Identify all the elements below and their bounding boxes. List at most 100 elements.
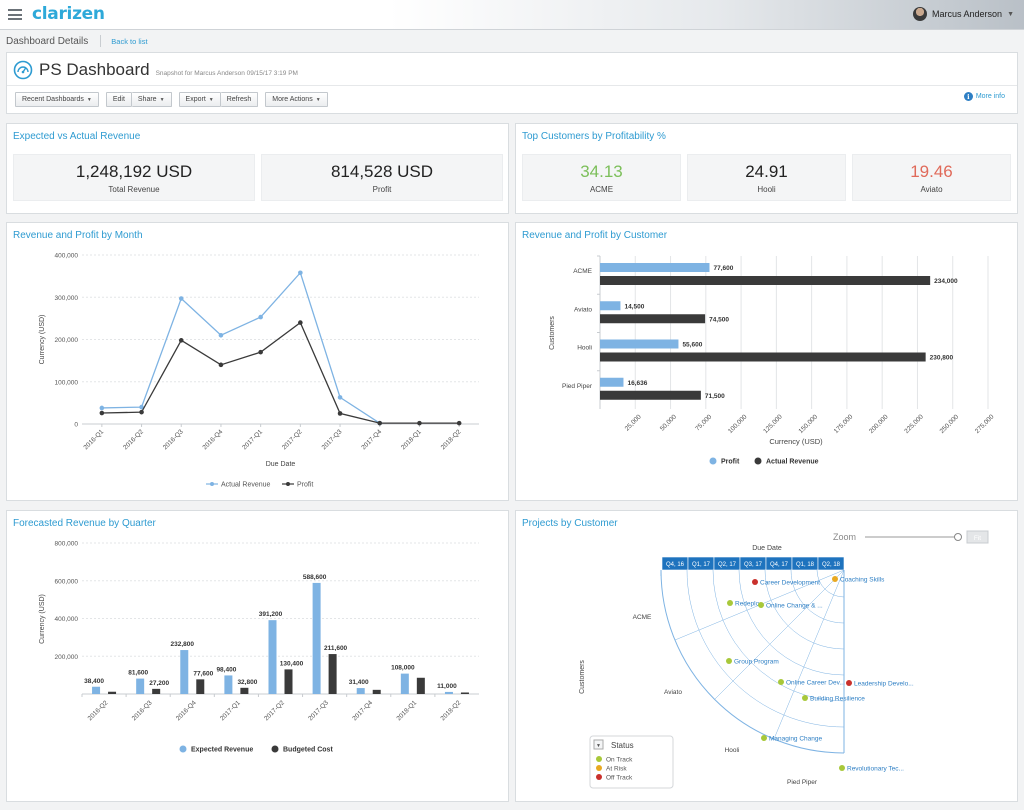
more-actions-button[interactable]: More Actions ▼ [265, 92, 328, 107]
back-to-list-link[interactable]: Back to list [111, 36, 148, 46]
revenue-by-month-chart: 0 100,000 200,000 300,000 400,000 2016-Q1 2016… [39, 253, 479, 489]
bar-profit [600, 377, 624, 387]
data-point [99, 405, 105, 411]
project-marker [761, 735, 767, 741]
kpi-label: Total Revenue [108, 185, 160, 194]
project-marker [802, 695, 808, 701]
legend-marker [286, 482, 290, 486]
project-label[interactable]: Coaching Skills [840, 577, 885, 584]
y-axis-label: Currency (USD) [39, 315, 46, 365]
data-label: 77,600 [193, 670, 213, 677]
project-label[interactable]: Online Career Dev... [786, 680, 845, 687]
zoom-label: Zoom [833, 532, 856, 542]
data-point [258, 314, 263, 320]
kpi-value: 1,248,192 USD [75, 162, 193, 181]
x-tick-label: 2017-Q3 [321, 428, 344, 451]
projects-chart: Zoom Fit Due Date Q4, 16 Q1, 17 Q2, 17 Q3, 17 Q… [579, 530, 989, 789]
data-point [377, 420, 383, 426]
dashboard-header: PS Dashboard Snapshot for Marcus Anderso… [6, 52, 1018, 114]
quarter-label: Q3, 17 [744, 562, 763, 568]
bar-expected-revenue [136, 678, 145, 694]
category-label: Aviato [574, 306, 592, 313]
customer-label: ACME [633, 614, 652, 621]
x-tick-label: 125,000 [762, 413, 784, 435]
data-point [139, 409, 144, 415]
x-tick-label: 150,000 [797, 413, 819, 435]
project-marker [758, 602, 764, 608]
top-bar: clarizen Marcus Anderson ▼ [0, 0, 1024, 30]
x-tick-label: 50,000 [659, 413, 678, 432]
customers-kpi-panel: Top Customers by Profitability % 34.13 A… [515, 123, 1018, 214]
data-label: 71,500 [705, 393, 725, 400]
bar-actual-revenue [600, 276, 931, 285]
kpi-value: 34.13 [580, 162, 623, 181]
kpi-label: Aviato [920, 185, 943, 194]
project-label[interactable]: Revolutionary Tec... [847, 766, 904, 773]
zoom-slider-handle[interactable] [954, 533, 962, 541]
x-tick-label: 2017-Q4 [351, 699, 374, 722]
quarter-label: Q2, 18 [822, 562, 841, 568]
recent-dashboards-button[interactable]: Recent Dashboards ▼ [15, 92, 99, 107]
data-point [99, 410, 105, 416]
category-label: Hooli [577, 345, 592, 352]
x-tick-label: 75,000 [694, 413, 713, 432]
x-tick-label: 225,000 [903, 413, 925, 435]
acme-kpi: 34.13 ACME [522, 154, 681, 201]
project-label[interactable]: Online Change & ... [766, 603, 823, 610]
kpi-label: ACME [589, 185, 614, 194]
x-tick-label: 2016-Q3 [162, 428, 185, 451]
legend-collapse-toggle[interactable] [593, 739, 604, 750]
x-tick-label: 100,000 [727, 413, 749, 435]
y-axis-label: Customers [549, 316, 556, 350]
panel-title: Top Customers by Profitability % [522, 131, 666, 142]
menu-icon[interactable] [8, 9, 22, 20]
data-label: 11,000 [437, 683, 457, 690]
legend-title: Status [611, 741, 634, 750]
bar-budgeted-cost [284, 669, 293, 694]
project-label[interactable]: Managing Change [769, 736, 823, 743]
x-axis-label: Due Date [266, 461, 296, 468]
export-button[interactable]: Export ▼ [178, 92, 221, 107]
user-menu[interactable]: Marcus Anderson ▼ [913, 7, 1014, 21]
quarter-label: Q1, 18 [796, 562, 815, 568]
project-label[interactable]: Redeplo... [735, 601, 765, 608]
app-logo[interactable]: clarizen [32, 4, 105, 24]
y-axis-label: Currency (USD) [39, 594, 46, 644]
more-info-link[interactable]: i More info [963, 92, 1005, 101]
bar-budgeted-cost [108, 691, 117, 694]
aviato-kpi: 19.46 Aviato [852, 154, 1011, 201]
kpi-value: 814,528 USD [330, 162, 434, 181]
share-button[interactable]: Share ▼ [131, 92, 172, 107]
data-point [456, 420, 462, 426]
bar-profit [600, 301, 621, 311]
data-label: 27,200 [149, 680, 169, 687]
legend-label: Expected Revenue [191, 747, 253, 754]
legend-label: Profit [721, 459, 740, 466]
data-label: 38,400 [84, 678, 104, 685]
revenue-by-customer-chart: 25,000 50,000 75,000 100,000 125,000 150,000 1… [549, 255, 996, 466]
breadcrumb: Dashboard Details Back to list [6, 34, 148, 48]
edit-button[interactable]: Edit [105, 92, 132, 107]
project-marker [832, 576, 838, 582]
project-label[interactable]: Leadership Develo... [854, 681, 914, 688]
fit-button[interactable] [966, 530, 989, 544]
data-label: 31,400 [349, 679, 369, 686]
panel-title: Revenue and Profit by Month [13, 230, 143, 241]
project-marker [726, 658, 732, 664]
refresh-button[interactable]: Refresh [220, 92, 259, 107]
project-label[interactable]: Group Program [734, 659, 779, 666]
data-point [139, 404, 144, 410]
data-label: 234,000 [934, 278, 958, 285]
x-tick-label: 2017-Q1 [241, 428, 264, 451]
data-point [258, 349, 263, 355]
data-point [298, 270, 303, 276]
chevron-down-icon: ▼ [208, 96, 214, 103]
x-tick-label: 250,000 [939, 413, 961, 435]
customer-label: Hooli [725, 747, 740, 754]
quarter-label: Q4, 17 [770, 562, 789, 568]
kpi-label: Hooli [757, 185, 776, 194]
project-label[interactable]: Building Resilience [810, 696, 865, 703]
legend-label: At Risk [606, 766, 627, 773]
data-point [337, 411, 343, 416]
project-label[interactable]: Career Development [760, 580, 820, 587]
